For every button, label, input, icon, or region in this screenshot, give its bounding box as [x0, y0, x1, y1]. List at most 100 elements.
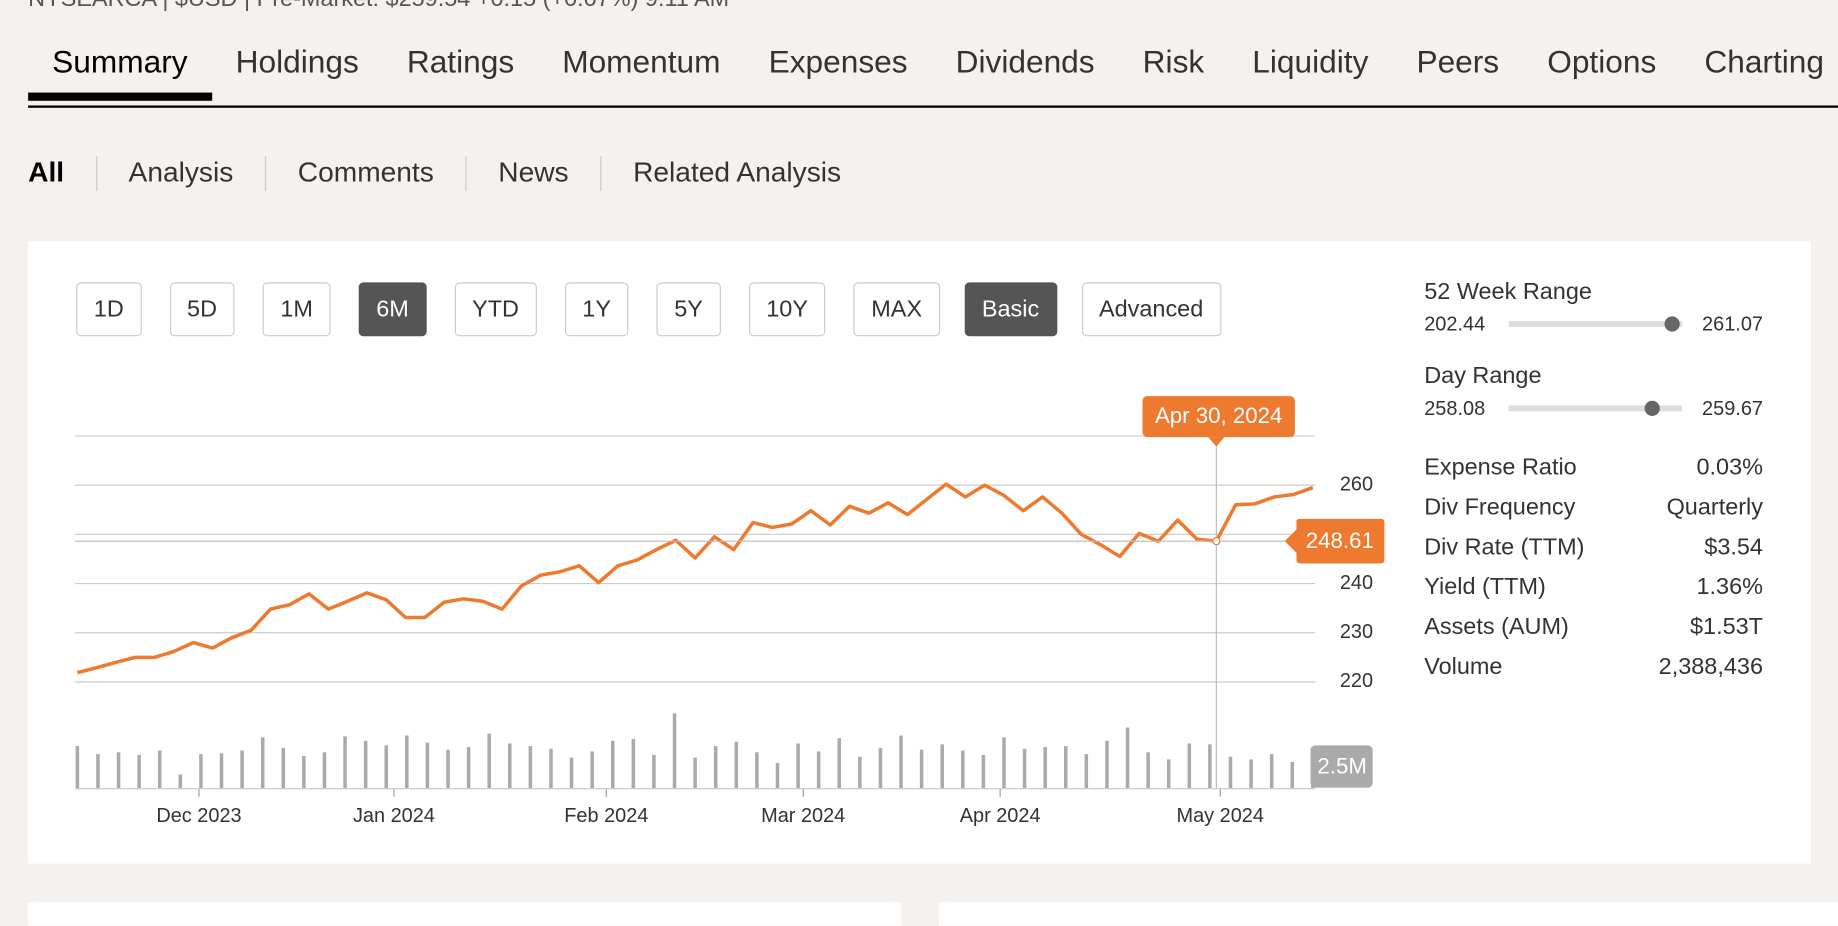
stat-row: Yield (TTM) 1.36% [1424, 567, 1763, 607]
tab[interactable]: Expenses [768, 44, 908, 80]
x-tick-label: Apr 2024 [960, 805, 1041, 827]
range-button[interactable]: 5D [169, 282, 235, 337]
range-label: 52 Week Range [1424, 278, 1592, 305]
volume-tick-label: 2.5M [1317, 754, 1366, 779]
volume-bar [1022, 748, 1027, 789]
button-bar: 1D 5D 1M 6M YTD 1Y 5Y 10Y MAX Basic Advanced [76, 282, 1221, 337]
volume-bar [1187, 743, 1192, 789]
tab-bar: Summary Holdings Ratings Momentum Expenses Di… [28, 37, 1838, 101]
range-button[interactable]: YTD [454, 282, 537, 337]
range-low: 258.08 [1424, 397, 1486, 420]
range-button[interactable]: 1Y [564, 282, 629, 337]
tab[interactable]: Charting [1704, 44, 1824, 80]
range-button[interactable]: 1M [262, 282, 331, 337]
hover-dot [1212, 537, 1221, 546]
stat-label: Div Rate (TTM) [1424, 534, 1585, 561]
range-bar [1508, 316, 1683, 332]
volume-bar [446, 749, 450, 789]
range-button[interactable]: 6M [358, 282, 427, 337]
volume-bar [1002, 737, 1006, 789]
stat-label: Assets (AUM) [1424, 614, 1569, 640]
stat-label: Volume [1424, 653, 1503, 680]
volume-bar [713, 746, 718, 789]
stat-value: 1.36% [1696, 574, 1763, 600]
volume-bar [343, 736, 347, 789]
price-line [76, 482, 1314, 675]
volume-bar [652, 754, 656, 789]
volume-bar [240, 750, 244, 789]
volume-bar [981, 754, 986, 789]
tab[interactable]: Holdings [235, 44, 359, 80]
y-tick-label: 240 [1340, 572, 1373, 594]
volume-bar [755, 752, 759, 789]
stat-label: Expense Ratio [1424, 454, 1577, 481]
volume-bar [157, 750, 162, 789]
volume-bar [302, 755, 306, 789]
tab[interactable]: Peers [1416, 44, 1500, 80]
volume-bar [672, 713, 677, 789]
volume-bar [322, 752, 327, 789]
volume-bar [178, 774, 183, 789]
volume-bar [693, 757, 697, 789]
volume-bar [569, 757, 574, 789]
subtab[interactable]: All [28, 157, 65, 189]
hover-date: Apr 30, 2024 [1155, 403, 1282, 428]
tab[interactable]: Dividends [955, 44, 1095, 80]
stat-row: Assets (AUM) $1.53T [1424, 607, 1763, 647]
stat-label: Div Frequency [1424, 494, 1576, 521]
volume-tick-box [1310, 745, 1373, 788]
volume-bar [384, 745, 388, 789]
volume-bar [899, 735, 903, 789]
range-high: 259.67 [1702, 397, 1763, 420]
volume-bar [1125, 727, 1130, 789]
volume-bar [363, 740, 368, 789]
range-bar [1508, 400, 1683, 416]
range-button[interactable]: 10Y [748, 282, 826, 337]
volume-bar [549, 748, 553, 789]
view-button[interactable]: Advanced [1081, 282, 1221, 337]
tab[interactable]: Liquidity [1252, 44, 1369, 80]
volume-bar [1290, 762, 1295, 789]
range-button[interactable]: MAX [853, 282, 940, 337]
volume-bar [1249, 759, 1253, 789]
tab[interactable]: Ratings [406, 44, 515, 80]
stat-row: Expense Ratio 0.03% [1424, 448, 1763, 488]
volume-bar [816, 751, 821, 789]
view-button[interactable]: Basic [964, 282, 1057, 337]
y-tick-label: 260 [1340, 473, 1373, 495]
range-label: Day Range [1424, 363, 1542, 390]
volume-bar [734, 741, 739, 789]
stat-label: Yield (TTM) [1424, 574, 1546, 600]
range-button[interactable]: 1D [76, 282, 142, 337]
volume-bar [466, 747, 471, 789]
range-button[interactable]: 5Y [656, 282, 721, 337]
volume-bar [775, 762, 780, 789]
x-tick-label: Jan 2024 [353, 805, 435, 827]
date-label-box [1142, 396, 1295, 438]
volume-bar [1084, 754, 1089, 789]
volume-bar [1269, 754, 1274, 789]
subtab[interactable]: Comments [264, 155, 465, 192]
stat-value: 2,388,436 [1658, 653, 1763, 680]
stat-value: $1.53T [1690, 614, 1763, 640]
tab[interactable]: Options [1547, 44, 1657, 80]
volume-bar [260, 737, 265, 789]
subtab[interactable]: News [465, 155, 600, 192]
tab[interactable]: Risk [1142, 44, 1205, 80]
range: 52 Week Range 202.44 261.07 [1424, 279, 1763, 363]
stat-value: $3.54 [1704, 534, 1763, 561]
volume-bar [610, 740, 615, 789]
volume-bar [1105, 740, 1109, 789]
tab[interactable]: Summary [28, 37, 212, 101]
volume-bar [137, 754, 141, 789]
volume-bar [281, 747, 286, 789]
stat-value: 0.03% [1696, 454, 1763, 481]
tab[interactable]: Momentum [562, 44, 721, 80]
stat-row: Div Rate (TTM) $3.54 [1424, 527, 1763, 567]
volume-bar [508, 743, 512, 789]
subtab[interactable]: Related Analysis [600, 155, 872, 192]
subtab[interactable]: Analysis [95, 155, 265, 192]
